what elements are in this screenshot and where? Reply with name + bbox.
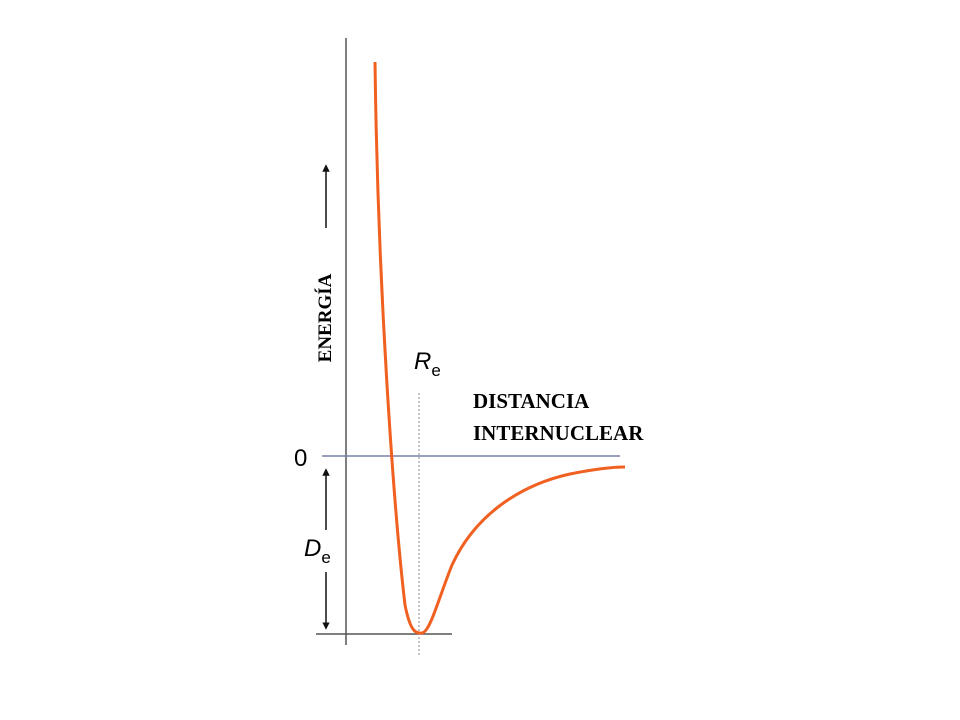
distance-label-line2: INTERNUCLEAR	[473, 421, 644, 445]
distance-label-line1: DISTANCIA	[473, 389, 590, 413]
energy-label: ENERGÍA	[314, 273, 336, 362]
de-subscript: e	[321, 548, 330, 567]
de-label: De	[304, 535, 331, 567]
re-label: Re	[414, 348, 441, 380]
re-subscript: e	[431, 361, 440, 380]
zero-label: 0	[294, 445, 307, 472]
de-symbol: D	[304, 535, 321, 562]
potential-curve	[373, 61, 626, 635]
re-symbol: R	[414, 348, 431, 375]
